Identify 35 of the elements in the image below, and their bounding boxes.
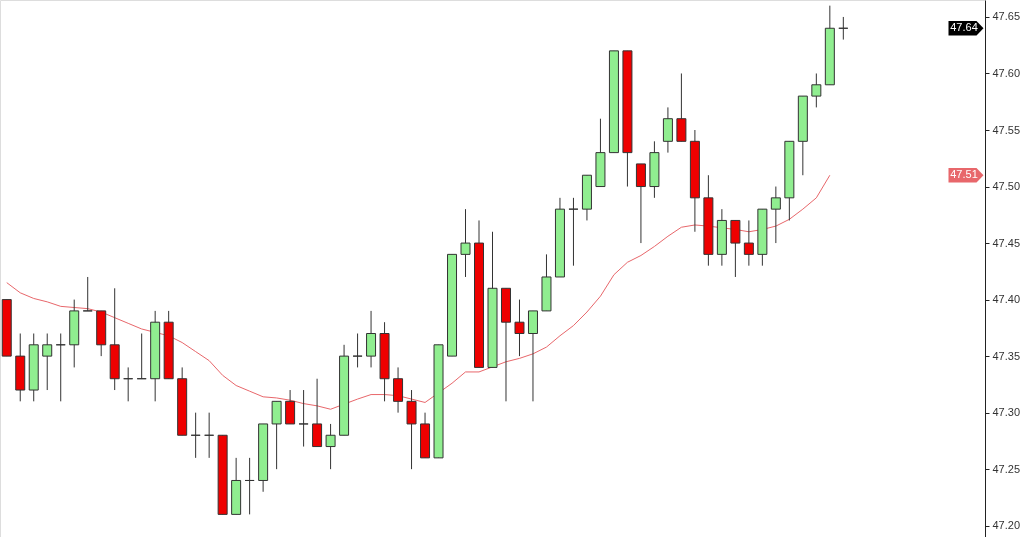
candlestick xyxy=(676,72,687,142)
candlestick xyxy=(42,333,53,391)
candlestick xyxy=(662,106,673,154)
candlestick xyxy=(366,310,377,368)
candlestick xyxy=(527,310,538,402)
candlestick xyxy=(568,197,579,267)
y-tick-label: 47.60 xyxy=(992,66,1021,79)
candlestick xyxy=(325,423,336,470)
candlestick xyxy=(730,219,741,278)
y-tick-label: 47.35 xyxy=(992,349,1021,362)
line-series xyxy=(6,174,831,410)
y-tick-label: 47.30 xyxy=(992,406,1021,419)
candlestick xyxy=(298,389,309,448)
candlestick xyxy=(271,400,282,470)
annotation: 47.51 xyxy=(950,168,978,181)
candlestick xyxy=(743,219,754,267)
candlestick xyxy=(770,186,781,244)
y-tick-label: 47.20 xyxy=(992,519,1021,532)
y-tick-label: 47.40 xyxy=(992,293,1021,306)
y-tick-label: 47.55 xyxy=(992,123,1021,136)
candlestick xyxy=(285,389,296,425)
candlestick xyxy=(352,333,363,368)
candlestick xyxy=(82,276,93,312)
candlestick xyxy=(460,208,471,278)
candlestick xyxy=(514,299,525,357)
candlestick xyxy=(635,163,646,244)
candlestick xyxy=(406,389,417,470)
y-tick-label: 47.25 xyxy=(992,462,1021,475)
candlestick xyxy=(393,366,404,414)
y-tick-label: 47.45 xyxy=(992,236,1021,249)
y-tick-label: 47.50 xyxy=(992,180,1021,193)
y-tick-label: 47.65 xyxy=(992,10,1021,23)
candlestick xyxy=(312,378,323,448)
annotation: 47.64 xyxy=(950,21,978,34)
candlestick xyxy=(811,72,822,108)
